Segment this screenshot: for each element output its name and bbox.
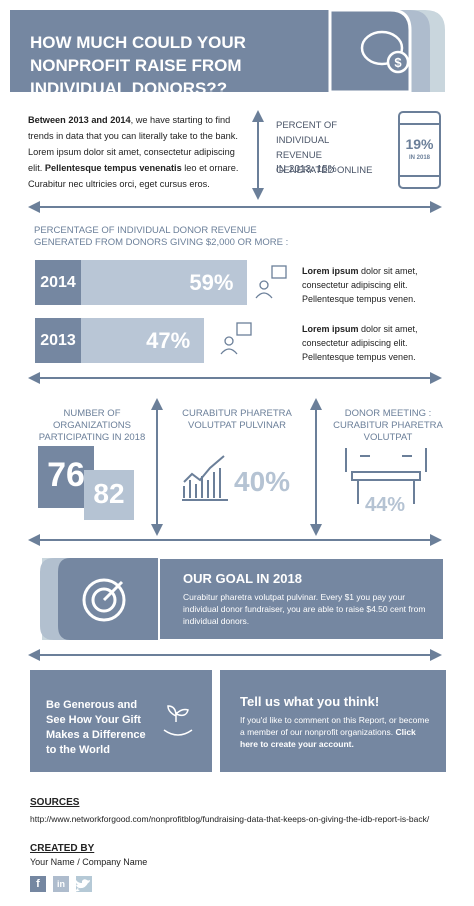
col-value: 40%: [234, 466, 291, 497]
count-b: 82: [93, 478, 125, 509]
bar-year: 2013: [35, 318, 81, 363]
column-title: CURABITUR PHARETRA VOLUTPAT PULVINAR: [182, 408, 292, 431]
created-title: CREATED BY: [30, 843, 95, 854]
social-icon[interactable]: in: [57, 879, 65, 889]
title: HOW MUCH COULD YOUR NONPROFIT RAISE FROM…: [30, 33, 246, 98]
generous-text: Be Generous and See How Your Gift Makes …: [46, 699, 146, 756]
bar-value: 59%: [189, 270, 234, 295]
online-label: PERCENT OF INDIVIDUAL REVENUE GENERATED …: [276, 120, 373, 176]
column-title: DONOR MEETING : CURABITUR PHARETRA VOLUT…: [333, 408, 443, 443]
bar-year: 2014: [35, 260, 81, 305]
desc-text: dolor sit amet, consectetur adipiscing e…: [302, 266, 418, 304]
created: Your Name / Company Name: [30, 857, 148, 867]
feedback-body: If you'd like to comment on this Report,…: [240, 715, 430, 737]
count-a: 76: [47, 456, 85, 494]
desc-bold: Lorem ipsum: [302, 324, 359, 334]
feedback-link[interactable]: Click here to create your account.: [240, 727, 416, 749]
sources-title: SOURCES: [30, 797, 80, 808]
online-value: 19%: [405, 136, 434, 152]
col-value: 44%: [364, 494, 406, 516]
desc-bold: Lorem ipsum: [302, 266, 359, 276]
desc-text: dolor sit amet, consectetur adipiscing e…: [302, 324, 418, 362]
intro-part: Pellentesque tempus venenatis: [44, 163, 182, 173]
social-icon[interactable]: f: [36, 878, 40, 890]
bar-desc: Lorem ipsum dolor sit amet, consectetur …: [302, 322, 442, 364]
intro: Between 2013 and 2014, we have starting …: [28, 112, 250, 192]
bar-desc: Lorem ipsum dolor sit amet, consectetur …: [302, 264, 442, 306]
svg-text:$: $: [394, 55, 402, 70]
goal-text: Curabitur pharetra volutpat pulvinar. Ev…: [183, 592, 426, 626]
online-past: IN 2013: 15%: [276, 164, 337, 175]
intro-part: , we have starting to find trends in dat…: [28, 115, 238, 173]
feedback-text: If you'd like to comment on this Report,…: [240, 714, 436, 750]
intro-part: Between 2013 and 2014: [28, 115, 131, 125]
feedback-title: Tell us what you think!: [240, 694, 380, 709]
intro-part: leo et ornare. Curabitur nec ultricies o…: [28, 163, 239, 189]
bars-title: PERCENTAGE OF INDIVIDUAL DONOR REVENUE G…: [34, 225, 289, 248]
svg-text:$: $: [407, 277, 412, 286]
online-year: IN 2018: [408, 155, 430, 161]
column-title: NUMBER OF ORGANIZATIONS PARTICIPATING IN…: [38, 408, 146, 443]
source[interactable]: http://www.networkforgood.com/nonprofitb…: [30, 814, 430, 824]
goal-title: OUR GOAL IN 2018: [183, 571, 302, 586]
bar-value: 47%: [146, 328, 191, 353]
svg-text:$: $: [242, 325, 247, 334]
